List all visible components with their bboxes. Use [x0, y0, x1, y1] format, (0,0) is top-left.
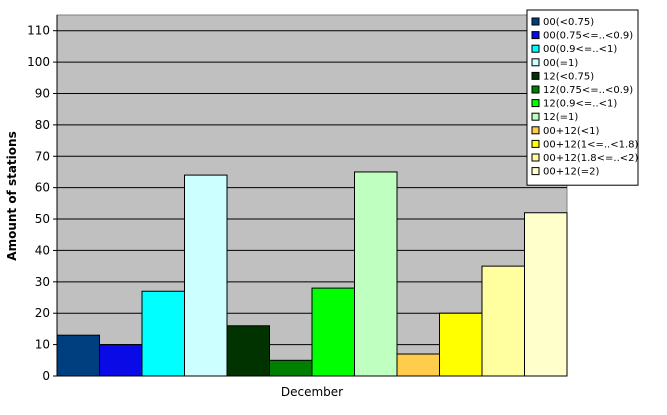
legend-swatch — [531, 167, 540, 176]
legend-swatch — [531, 17, 540, 26]
legend-label: 00+12(1<=..<1.8) — [543, 139, 638, 150]
y-tick-label: 80 — [35, 118, 50, 132]
y-tick-label: 0 — [42, 369, 50, 383]
legend-swatch — [531, 126, 540, 135]
y-axis-label: Amount of stations — [5, 131, 19, 260]
bar — [524, 212, 568, 377]
legend-swatch — [531, 139, 540, 148]
y-tick-label: 50 — [35, 212, 50, 226]
bar — [99, 344, 143, 377]
legend-label: 12(=1) — [543, 112, 578, 123]
bar — [354, 171, 398, 377]
legend-label: 12(0.9<=..<1) — [543, 99, 617, 110]
y-tick-label: 40 — [35, 243, 50, 257]
legend-box — [526, 9, 639, 186]
legend-swatch — [531, 153, 540, 162]
y-tick-label: 100 — [27, 55, 50, 69]
legend-swatch — [531, 85, 540, 94]
legend-label: 00+12(=2) — [543, 167, 599, 178]
legend-swatch — [531, 58, 540, 67]
bar — [184, 174, 228, 377]
legend-label: 00(0.75<=..<0.9) — [543, 31, 633, 42]
legend-label: 00(=1) — [543, 58, 578, 69]
y-tick-label: 20 — [35, 306, 50, 320]
legend-label: 12(0.75<=..<0.9) — [543, 85, 633, 96]
y-tick-label: 30 — [35, 275, 50, 289]
legend-label: 12(<0.75) — [543, 71, 594, 82]
bar — [481, 265, 525, 377]
legend-label: 00+12(1.8<=..<2) — [543, 153, 638, 164]
x-tick-label: December — [281, 385, 343, 399]
y-tick-label: 60 — [35, 181, 50, 195]
legend-label: 00+12(<1) — [543, 126, 599, 137]
legend-swatch — [531, 71, 540, 80]
legend-label: 00(<0.75) — [543, 17, 594, 28]
bar — [396, 353, 440, 377]
bar — [269, 359, 313, 377]
bar — [439, 312, 483, 377]
y-tick-label: 110 — [27, 24, 50, 38]
bar — [56, 334, 100, 377]
y-tick-label: 90 — [35, 86, 50, 100]
bar — [311, 287, 355, 377]
y-tick-label: 70 — [35, 149, 50, 163]
legend-swatch — [531, 31, 540, 40]
bar — [226, 325, 270, 377]
y-tick-label: 10 — [35, 338, 50, 352]
bar — [141, 290, 185, 377]
legend-label: 00(0.9<=..<1) — [543, 44, 617, 55]
legend-swatch — [531, 99, 540, 108]
legend-swatch — [531, 112, 540, 121]
legend-swatch — [531, 44, 540, 53]
